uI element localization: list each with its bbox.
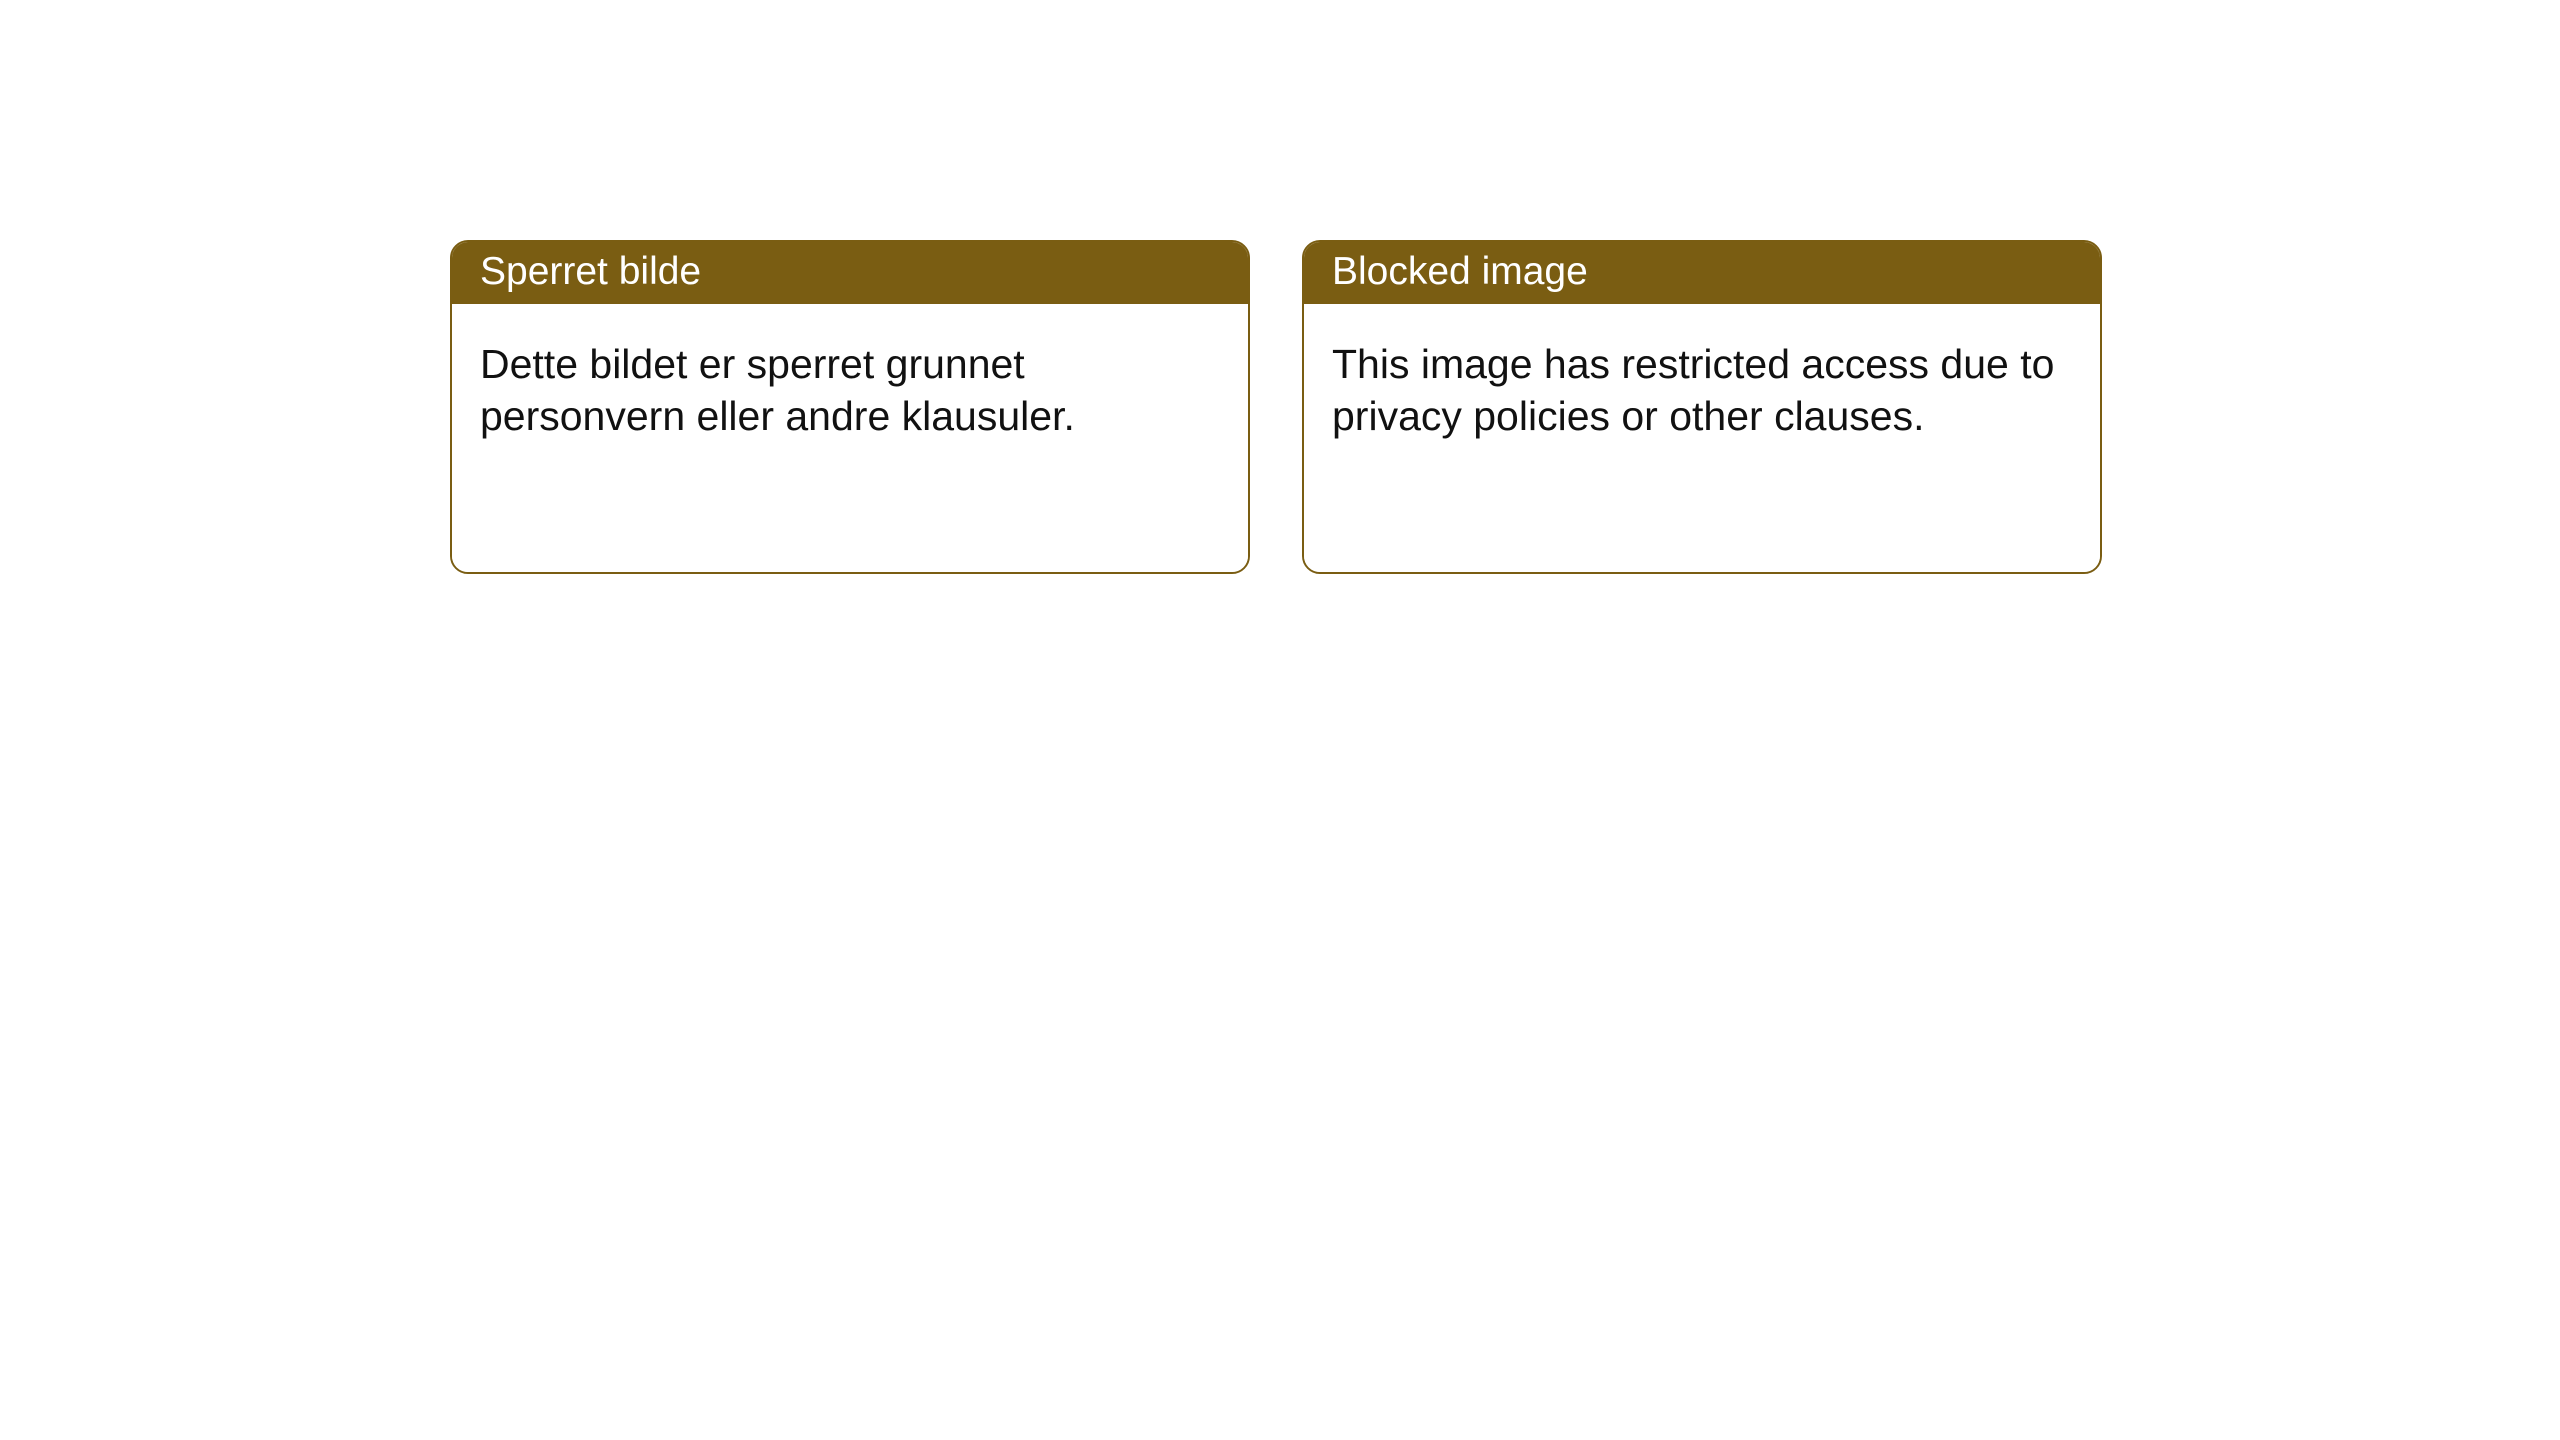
card-title: Sperret bilde xyxy=(480,250,701,293)
card-header: Sperret bilde xyxy=(452,242,1248,304)
notice-card-norwegian: Sperret bilde Dette bildet er sperret gr… xyxy=(450,240,1250,574)
notice-card-english: Blocked image This image has restricted … xyxy=(1302,240,2102,574)
card-body: This image has restricted access due to … xyxy=(1304,304,2100,572)
card-body: Dette bildet er sperret grunnet personve… xyxy=(452,304,1248,572)
card-body-text: This image has restricted access due to … xyxy=(1332,341,2054,439)
notice-container: Sperret bilde Dette bildet er sperret gr… xyxy=(0,0,2560,574)
card-title: Blocked image xyxy=(1332,250,1588,293)
card-body-text: Dette bildet er sperret grunnet personve… xyxy=(480,341,1075,439)
card-header: Blocked image xyxy=(1304,242,2100,304)
